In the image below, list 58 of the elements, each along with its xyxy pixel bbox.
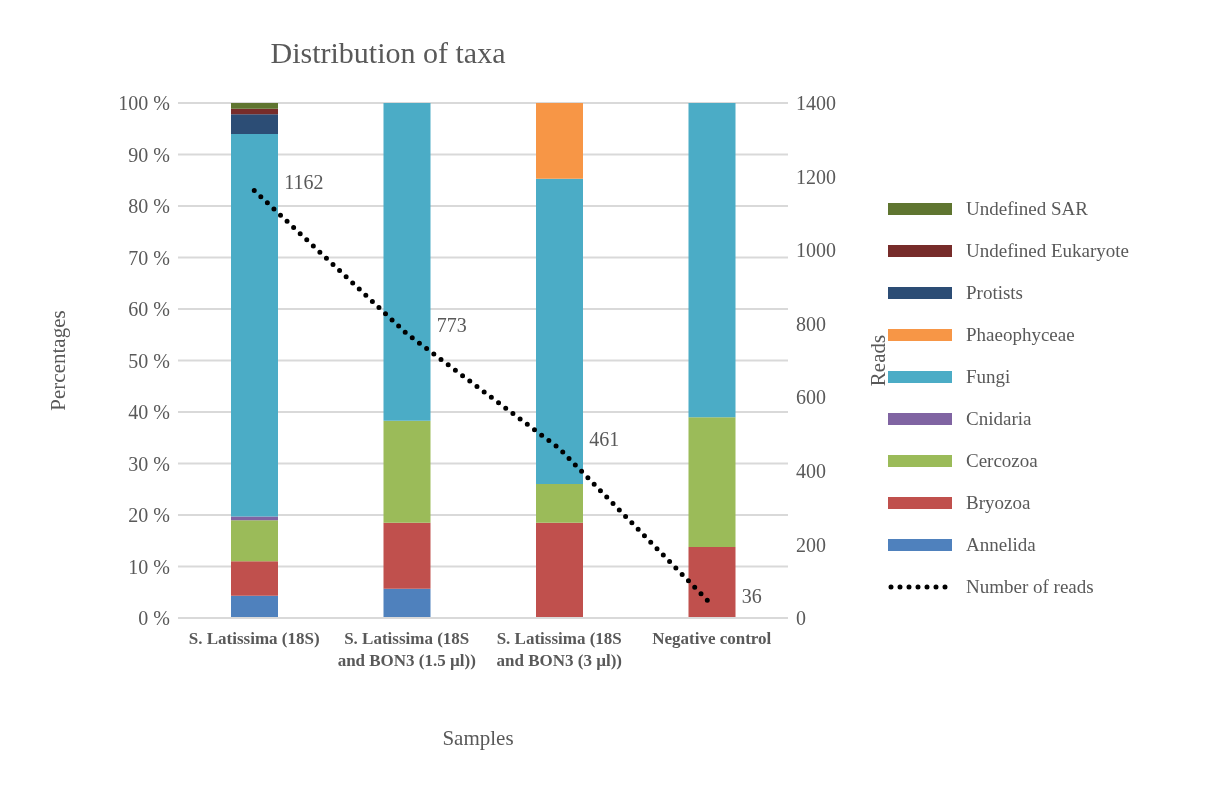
y-tick-label: 80 % <box>128 195 170 218</box>
data-label: 36 <box>741 584 762 607</box>
legend-label: Protists <box>966 282 1024 304</box>
legend-label: Cercozoa <box>966 450 1038 472</box>
y2-tick-label: 600 <box>796 386 826 409</box>
legend-label: Undefined Eukaryote <box>966 240 1130 262</box>
x-tick-label: S. Latissima (18S) <box>188 629 320 648</box>
bar <box>231 595 278 618</box>
legend-label: Phaeophyceae <box>966 324 1075 346</box>
x-axis-title: Samples <box>441 726 515 751</box>
y-tick-label: 100 % <box>118 92 170 115</box>
bar <box>536 178 583 485</box>
y-tick-label: 10 % <box>128 555 170 578</box>
legend-label: Bryozoa <box>966 492 1031 514</box>
x-tick-label: S. Latissima (18S and BON3 (1.5 µl)) <box>337 629 476 670</box>
y-tick-label: 50 % <box>128 349 170 372</box>
y2-tick-label: 1000 <box>796 239 836 262</box>
bar <box>536 522 583 618</box>
bar <box>688 546 736 618</box>
bar <box>231 133 278 517</box>
bar <box>688 103 736 418</box>
legend-label: Undefined SAR <box>966 198 1088 220</box>
legend-label: Cnidaria <box>966 408 1032 430</box>
y2-tick-label: 1200 <box>796 165 836 188</box>
bar <box>536 484 583 523</box>
bar <box>383 103 431 421</box>
y-tick-label: 60 % <box>128 298 170 321</box>
y2-tick-label: 0 <box>796 607 806 630</box>
legend-label: Fungi <box>966 366 1011 388</box>
y2-tick-label: 1400 <box>796 92 836 115</box>
bar <box>383 420 431 523</box>
y-tick-label: 70 % <box>128 246 170 269</box>
data-label: 773 <box>436 313 467 336</box>
chart-title: Distribution of taxa <box>269 36 507 70</box>
bar <box>383 522 431 589</box>
x-tick-label: S. Latissima (18S and BON3 (3 µl)) <box>496 629 622 670</box>
legend-label: Annelida <box>966 534 1036 556</box>
bar <box>231 114 278 134</box>
bar <box>231 561 278 596</box>
bar <box>383 588 431 618</box>
y-tick-label: 30 % <box>128 452 170 475</box>
x-tick-label: Negative control <box>652 629 772 648</box>
y-tick-label: 40 % <box>128 401 170 424</box>
y-axis-title: Percentages <box>46 310 71 411</box>
legend-label: Number of reads <box>966 576 1094 598</box>
data-label: 461 <box>589 428 620 451</box>
bar <box>536 103 583 179</box>
bar <box>231 103 278 109</box>
data-label: 1162 <box>284 170 324 193</box>
y2-tick-label: 800 <box>796 312 826 335</box>
y2-tick-label: 400 <box>796 459 826 482</box>
y2-tick-label: 200 <box>796 533 826 556</box>
y-tick-label: 20 % <box>128 504 170 527</box>
bar <box>688 417 736 547</box>
y2-axis-title: Reads <box>866 334 891 387</box>
y-tick-label: 90 % <box>128 143 170 166</box>
bar <box>231 520 278 562</box>
y-tick-label: 0 % <box>138 607 170 630</box>
